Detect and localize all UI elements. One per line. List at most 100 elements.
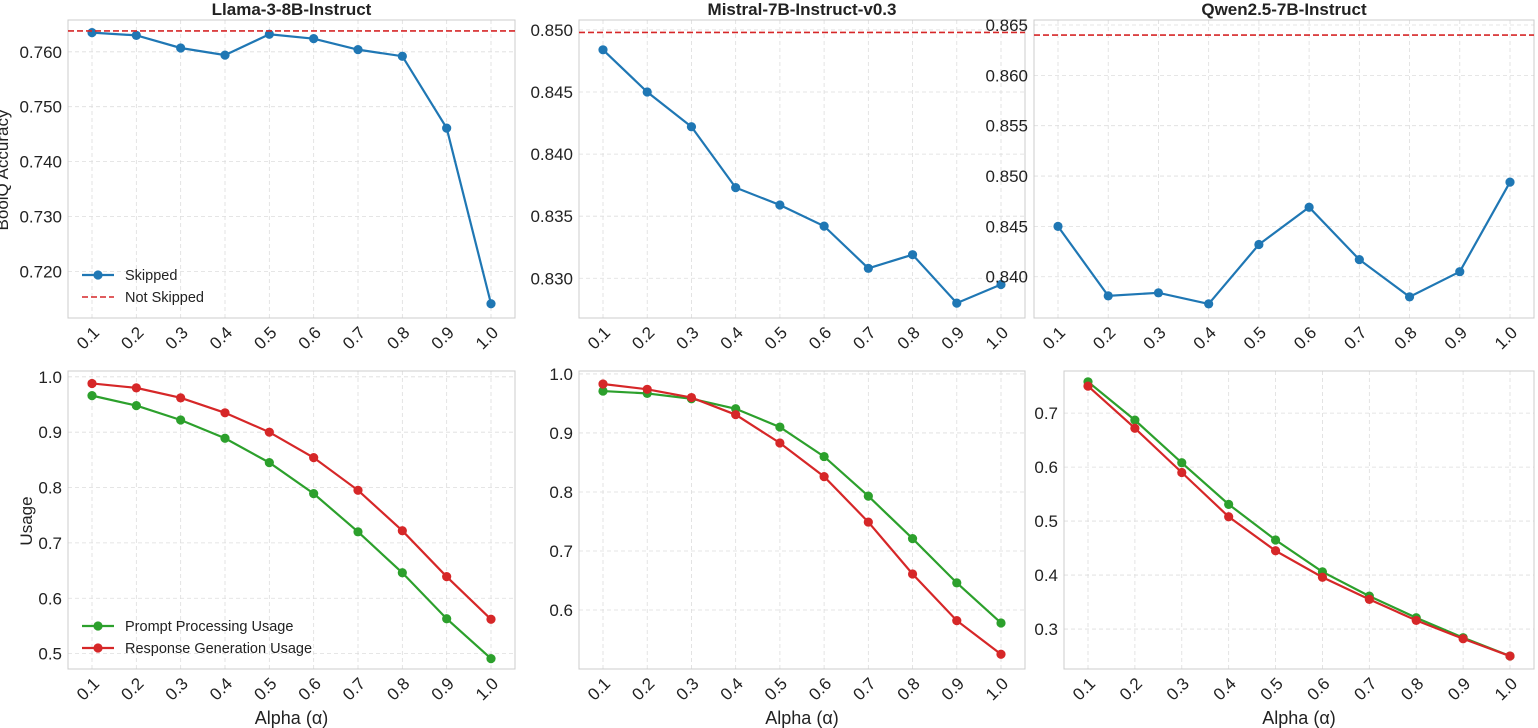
data-point <box>1153 288 1164 298</box>
y-tick-label: 0.855 <box>985 117 1028 136</box>
data-point <box>686 122 697 132</box>
axes-frame <box>67 370 516 670</box>
y-tick-label: 0.750 <box>19 98 62 117</box>
legend-label: Skipped <box>125 268 177 284</box>
data-point <box>442 572 452 582</box>
series-line <box>91 382 492 621</box>
data-point <box>353 527 363 537</box>
data-point <box>819 472 829 482</box>
data-point <box>731 410 741 420</box>
data-point <box>309 489 319 499</box>
data-point <box>442 123 452 133</box>
data-point <box>1053 221 1063 231</box>
legend-marker <box>93 643 103 653</box>
data-point <box>1455 267 1465 277</box>
data-point <box>220 50 230 60</box>
top-ylabel: BoolQ Accuracy <box>0 109 12 230</box>
y-tick-label: 0.7 <box>38 534 62 553</box>
data-point <box>1103 291 1113 301</box>
data-point <box>642 384 652 394</box>
legend-label: Response Generation Usage <box>125 641 312 657</box>
axes-frame <box>67 19 516 319</box>
data-point <box>863 263 873 273</box>
y-tick-label: 0.3 <box>1034 620 1058 639</box>
axes-frame <box>578 370 1026 670</box>
x-axis-label: Alpha (α) <box>1262 708 1335 728</box>
y-tick-label: 0.9 <box>38 423 62 442</box>
data-point <box>176 43 186 53</box>
data-point <box>264 458 274 468</box>
data-point <box>598 379 608 389</box>
data-point <box>264 29 274 39</box>
y-tick-label: 1.0 <box>38 368 62 387</box>
legend-label: Prompt Processing Usage <box>125 619 293 635</box>
series-line <box>1057 181 1511 306</box>
data-point <box>486 653 496 664</box>
data-point <box>397 526 407 536</box>
legend-marker <box>93 270 103 280</box>
y-tick-label: 0.840 <box>530 145 573 164</box>
chart-title: Mistral-7B-Instruct-v0.3 <box>708 0 897 19</box>
y-tick-label: 0.760 <box>19 43 62 62</box>
axes-frame <box>578 19 1026 319</box>
data-point <box>1270 546 1281 556</box>
y-tick-label: 0.840 <box>985 268 1028 287</box>
data-point <box>220 433 230 443</box>
chart-title: Qwen2.5-7B-Instruct <box>1201 0 1367 19</box>
data-point <box>486 299 496 309</box>
data-point <box>952 616 962 626</box>
axes-frame <box>1063 370 1535 670</box>
data-point <box>309 453 319 463</box>
data-point <box>1177 458 1187 468</box>
data-point <box>907 250 918 260</box>
series-line <box>1087 385 1511 658</box>
data-point <box>1411 615 1421 626</box>
data-point <box>176 415 186 425</box>
data-point <box>220 408 230 418</box>
data-point <box>87 28 97 38</box>
data-point <box>442 614 452 624</box>
data-point <box>907 569 918 579</box>
data-point <box>1130 415 1140 425</box>
data-point <box>1364 594 1374 604</box>
bottom-ylabel: Usage <box>17 496 36 545</box>
y-tick-label: 0.7 <box>549 542 573 561</box>
series-line <box>1087 380 1511 658</box>
y-tick-label: 0.8 <box>549 483 573 502</box>
y-tick-label: 0.740 <box>19 153 62 172</box>
data-point <box>996 279 1006 290</box>
data-point <box>642 87 652 97</box>
data-point <box>1130 423 1140 433</box>
y-tick-label: 0.5 <box>38 645 62 664</box>
y-tick-label: 0.720 <box>19 262 62 281</box>
data-point <box>131 30 141 40</box>
data-point <box>131 383 141 393</box>
series-line <box>602 49 1002 305</box>
data-point <box>1224 499 1234 509</box>
y-tick-label: 0.835 <box>530 207 573 226</box>
data-point <box>1404 292 1415 302</box>
y-tick-label: 0.850 <box>985 167 1028 186</box>
data-point <box>131 400 141 411</box>
y-tick-label: 0.6 <box>549 601 573 620</box>
data-point <box>1177 467 1187 478</box>
data-point <box>1270 535 1281 545</box>
data-point <box>1505 651 1515 661</box>
data-point <box>598 386 608 396</box>
legend-label: Not Skipped <box>125 290 204 306</box>
data-point <box>952 298 962 308</box>
data-point <box>907 533 918 544</box>
data-point <box>1317 572 1328 582</box>
y-tick-label: 0.6 <box>38 589 62 608</box>
data-point <box>598 45 608 55</box>
data-point <box>731 183 741 193</box>
data-point <box>863 491 873 501</box>
data-point <box>819 451 829 462</box>
legend-marker <box>93 621 103 631</box>
data-point <box>1204 299 1214 309</box>
data-point <box>996 618 1006 628</box>
